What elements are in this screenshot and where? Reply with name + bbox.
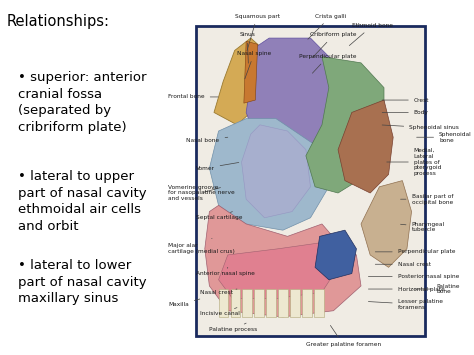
Text: Cribriform plate: Cribriform plate [310, 33, 357, 58]
Text: Nasal spine: Nasal spine [237, 51, 271, 79]
Polygon shape [361, 181, 411, 267]
Text: Lesser palatine
foramens: Lesser palatine foramens [368, 299, 443, 310]
Bar [243, 289, 252, 317]
Text: Medial,
Lateral
plates of
pterygoid
process: Medial, Lateral plates of pterygoid proc… [387, 148, 442, 176]
Text: Palatine
bone: Palatine bone [414, 284, 460, 294]
Bar [314, 289, 324, 317]
Text: Maxilla: Maxilla [168, 299, 200, 307]
Text: Anterior nasal spine: Anterior nasal spine [196, 267, 255, 276]
Polygon shape [244, 41, 258, 103]
Text: Crest: Crest [382, 98, 429, 103]
Text: Incisive canal: Incisive canal [200, 308, 240, 316]
Text: Posterior nasal spine: Posterior nasal spine [368, 274, 459, 279]
Text: Sphenoidal sinus: Sphenoidal sinus [382, 125, 459, 130]
Polygon shape [242, 125, 310, 218]
Text: Body: Body [382, 110, 428, 115]
Polygon shape [315, 230, 356, 280]
Text: Perpendicular plate: Perpendicular plate [299, 54, 356, 73]
Text: Squamous part: Squamous part [235, 14, 280, 51]
Text: • lateral to lower
part of nasal cavity
maxillary sinus: • lateral to lower part of nasal cavity … [18, 259, 146, 305]
Text: Major alar
cartilage (medial crus): Major alar cartilage (medial crus) [168, 238, 235, 254]
Text: • superior: anterior
cranial fossa
(separated by
cribriform plate): • superior: anterior cranial fossa (sepa… [18, 71, 146, 133]
Polygon shape [219, 242, 338, 298]
Text: Vomer: Vomer [196, 163, 239, 171]
Bar [219, 289, 228, 317]
Polygon shape [338, 100, 393, 193]
Bar [266, 289, 276, 317]
Bar [255, 289, 264, 317]
Bar [230, 289, 240, 317]
Text: Septal cartilage: Septal cartilage [196, 212, 242, 220]
Polygon shape [210, 119, 329, 230]
Text: Relationships:: Relationships: [7, 14, 110, 29]
Text: Vomerine groove
for nasopalatine nerve
and vessels: Vomerine groove for nasopalatine nerve a… [168, 185, 235, 201]
Text: Nasal crest: Nasal crest [375, 262, 431, 267]
Text: Pharyngeal
tubercle: Pharyngeal tubercle [401, 222, 445, 233]
Bar [278, 289, 288, 317]
Text: Perpendicular plate: Perpendicular plate [375, 249, 455, 254]
Text: Nasal bone: Nasal bone [186, 137, 228, 143]
Text: Greater palatine foramen: Greater palatine foramen [306, 326, 381, 347]
Polygon shape [205, 206, 361, 317]
Bar [196, 26, 425, 335]
Text: Sphenoidal
bone: Sphenoidal bone [417, 132, 472, 143]
Text: Nasal crest: Nasal crest [200, 289, 237, 295]
Text: Sinus: Sinus [239, 33, 255, 63]
Polygon shape [306, 57, 384, 193]
Bar [290, 289, 300, 317]
Bar [302, 289, 312, 317]
Text: Ethmoid bone: Ethmoid bone [349, 23, 393, 45]
Text: Palatine process: Palatine process [210, 323, 258, 332]
Text: Horizontal plate: Horizontal plate [368, 286, 445, 291]
Text: Frontal bone: Frontal bone [168, 94, 218, 99]
Text: Basilar part of
occipital bone: Basilar part of occipital bone [401, 194, 453, 204]
Text: • lateral to upper
part of nasal cavity
ethmoidal air cells
and orbit: • lateral to upper part of nasal cavity … [18, 170, 146, 233]
Polygon shape [214, 38, 264, 125]
Polygon shape [246, 38, 333, 156]
Text: Crista galli: Crista galli [308, 14, 346, 39]
